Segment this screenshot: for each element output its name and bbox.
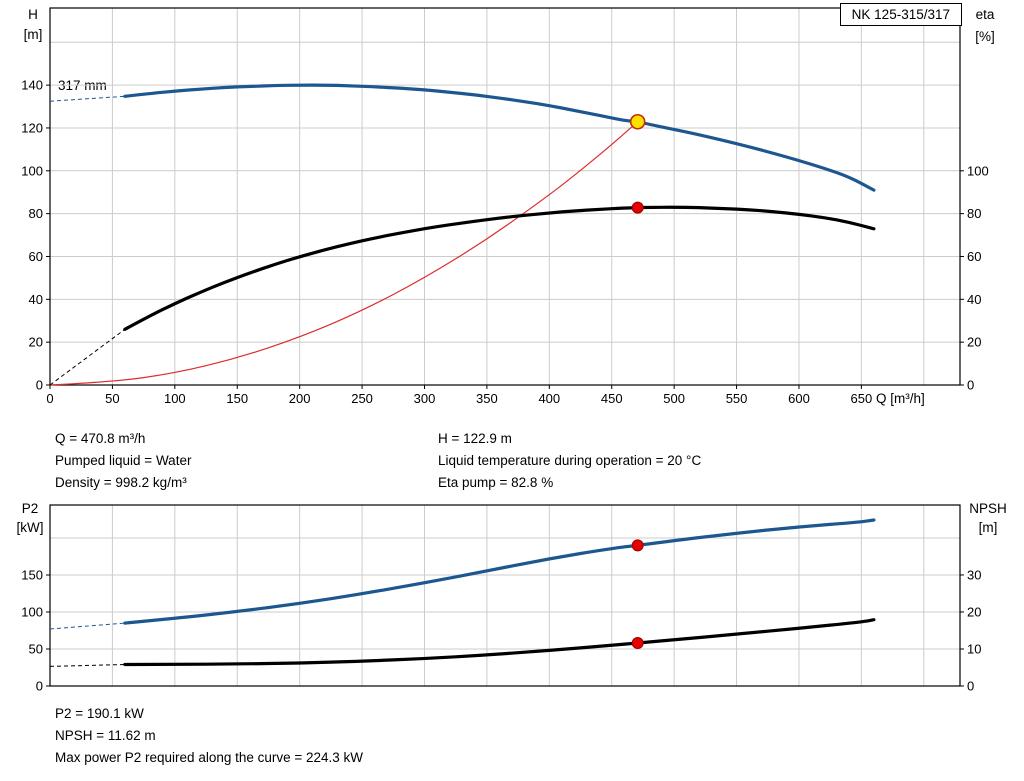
- hq-chart: H [m] eta [%] Q [m³/h] 317 mm 0 50 100 150 2…: [21, 7, 995, 406]
- left-tick-label: 100: [21, 163, 43, 178]
- duty-point-p2: [631, 539, 644, 552]
- duty-results-right: H = 122.9 m Liquid temperature during op…: [438, 428, 701, 494]
- result-head: H = 122.9 m: [438, 431, 512, 446]
- result-p2: P2 = 190.1 kW: [55, 706, 144, 721]
- x-tick-label: 50: [105, 391, 119, 406]
- duty-results-left: Q = 470.8 m³/h Pumped liquid = Water Den…: [55, 428, 191, 494]
- result-npsh: NPSH = 11.62 m: [55, 728, 156, 743]
- x-tick-label: 100: [164, 391, 186, 406]
- duty-results-bottom: P2 = 190.1 kW NPSH = 11.62 m Max power P…: [55, 703, 363, 769]
- right-tick-label: 80: [967, 206, 981, 221]
- x-tick-label: 450: [601, 391, 623, 406]
- x-tick-label: 250: [351, 391, 373, 406]
- x-tick-label: 200: [289, 391, 311, 406]
- pump-type-label: NK 125-315/317: [839, 3, 962, 26]
- efficiency-curve-extrapolated: [49, 328, 126, 386]
- duty-point-head: [629, 113, 646, 130]
- h-axis-unit: [m]: [24, 27, 43, 42]
- x-tick-label: 0: [46, 391, 53, 406]
- duty-point-eta: [631, 201, 644, 214]
- left-tick-label: 0: [36, 679, 43, 693]
- right-tick-label: 40: [967, 292, 981, 307]
- result-max-power: Max power P2 required along the curve = …: [55, 750, 364, 765]
- right-tick-label: 0: [967, 679, 974, 693]
- head-curve-317mm-extrapolated: [49, 95, 125, 102]
- left-tick-label: 100: [21, 605, 43, 620]
- left-tick-label: 80: [29, 206, 43, 221]
- x-tick-label: 350: [476, 391, 498, 406]
- p2-npsh-chart: P2 [kW] NPSH [m] 0 50 100 150 0 10 20 30: [17, 501, 1007, 693]
- right-tick-label: 100: [967, 163, 989, 178]
- left-tick-label: 60: [29, 249, 43, 264]
- left-tick-label: 150: [21, 568, 43, 583]
- right-tick-label: 20: [967, 604, 981, 619]
- result-pumped-liquid: Pumped liquid = Water: [55, 453, 192, 468]
- result-density: Density = 998.2 kg/m³: [55, 475, 187, 490]
- left-tick-label: 140: [21, 78, 43, 93]
- left-tick-label: 40: [29, 292, 43, 307]
- x-tick-label: 150: [226, 391, 248, 406]
- p2-curve-extrapolated: [49, 622, 125, 630]
- npsh-axis-label: NPSH: [969, 501, 1007, 516]
- npsh-curve-extrapolated: [49, 664, 125, 667]
- result-liquid-temperature: Liquid temperature during operation = 20…: [438, 453, 702, 468]
- left-tick-label: 20: [29, 335, 43, 350]
- x-tick-label: 400: [538, 391, 560, 406]
- duty-point-npsh: [631, 636, 644, 649]
- result-eta-pump: Eta pump = 82.8 %: [438, 475, 554, 490]
- right-tick-label: 60: [967, 249, 981, 264]
- head-curve-317mm: [123, 83, 876, 192]
- right-tick-label: 30: [967, 567, 981, 582]
- left-tick-label: 120: [21, 120, 43, 135]
- x-tick-label: 650: [851, 391, 873, 406]
- plot-border: [49, 7, 961, 386]
- npsh-axis-unit: [m]: [979, 520, 998, 535]
- left-tick-label: 50: [29, 642, 43, 657]
- x-tick-label: 550: [726, 391, 748, 406]
- left-tick-label: 0: [36, 378, 43, 393]
- right-tick-label: 10: [967, 641, 981, 656]
- right-tick-label: 0: [967, 378, 974, 393]
- h-axis-label: H: [28, 7, 38, 22]
- system-curve: [49, 121, 639, 386]
- plot-border: [49, 504, 961, 687]
- right-tick-label: 20: [967, 335, 981, 350]
- p2-axis-unit: [kW]: [17, 520, 44, 535]
- x-tick-label: 600: [788, 391, 810, 406]
- x-tick-label: 300: [414, 391, 436, 406]
- efficiency-curve: [123, 205, 876, 331]
- x-tick-label: 500: [663, 391, 685, 406]
- p2-curve: [123, 518, 876, 625]
- npsh-curve: [123, 618, 876, 667]
- p2-axis-label: P2: [22, 501, 39, 516]
- eta-axis-label: eta: [976, 7, 995, 22]
- result-flow: Q = 470.8 m³/h: [55, 431, 146, 446]
- eta-axis-unit: [%]: [975, 29, 995, 44]
- q-axis-label: Q [m³/h]: [876, 391, 925, 406]
